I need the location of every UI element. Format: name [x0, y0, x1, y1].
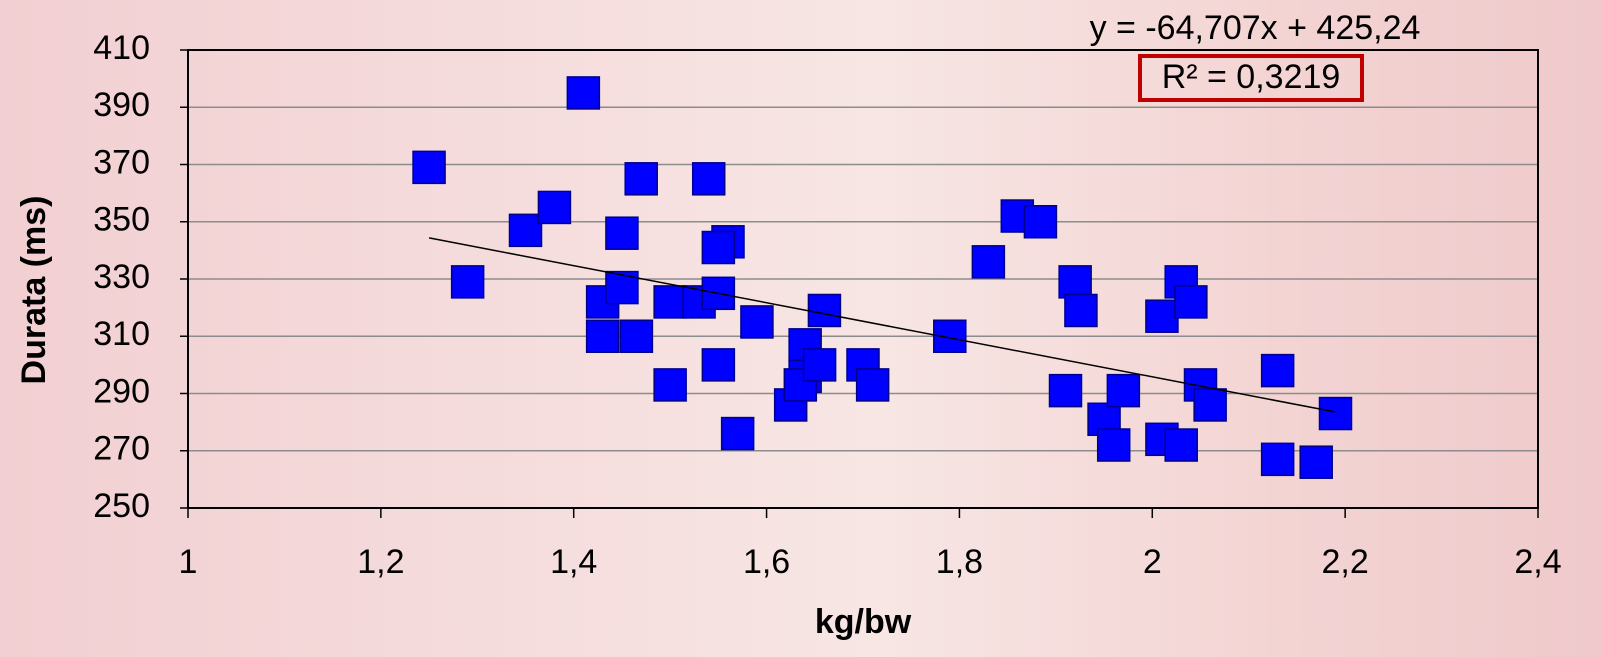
point — [804, 349, 836, 381]
point — [972, 246, 1004, 278]
point — [538, 191, 570, 223]
r-squared: R² = 0,3219 — [1162, 58, 1341, 96]
y-tick-label: 330 — [93, 258, 150, 296]
point — [702, 349, 734, 381]
point — [702, 232, 734, 264]
point — [654, 369, 686, 401]
x-tick-label: 1 — [179, 543, 198, 581]
point — [1059, 266, 1091, 298]
y-tick-label: 410 — [93, 29, 150, 67]
trendline-equation: y = -64,707x + 425,24 — [1090, 9, 1421, 47]
x-tick-label: 1,2 — [357, 543, 404, 581]
point — [1262, 355, 1294, 387]
point — [1262, 443, 1294, 475]
point — [857, 369, 889, 401]
x-tick-label: 1,4 — [550, 543, 597, 581]
point — [510, 214, 542, 246]
point — [1107, 375, 1139, 407]
point — [606, 217, 638, 249]
point — [413, 151, 445, 183]
point — [567, 77, 599, 109]
point — [1194, 389, 1226, 421]
y-tick-label: 310 — [93, 315, 150, 353]
y-tick-label: 390 — [93, 86, 150, 124]
y-axis-label: Durata (ms) — [15, 196, 53, 385]
y-tick-label: 290 — [93, 372, 150, 410]
x-tick-label: 2,2 — [1322, 543, 1369, 581]
point — [1065, 294, 1097, 326]
point — [452, 266, 484, 298]
point — [625, 163, 657, 195]
point — [654, 286, 686, 318]
point — [620, 320, 652, 352]
point — [1024, 206, 1056, 238]
x-tick-label: 1,8 — [936, 543, 983, 581]
point — [1165, 429, 1197, 461]
point — [1320, 398, 1352, 430]
point — [1175, 286, 1207, 318]
x-tick-label: 1,6 — [743, 543, 790, 581]
y-tick-label: 370 — [93, 143, 150, 181]
point — [1146, 300, 1178, 332]
point — [1300, 446, 1332, 478]
y-tick-label: 270 — [93, 430, 150, 468]
point — [587, 320, 619, 352]
point — [808, 294, 840, 326]
y-tick-label: 250 — [93, 487, 150, 525]
point — [722, 418, 754, 450]
point — [1098, 429, 1130, 461]
point — [693, 163, 725, 195]
x-tick-label: 2,4 — [1514, 543, 1561, 581]
y-tick-label: 350 — [93, 201, 150, 239]
x-tick-label: 2 — [1143, 543, 1162, 581]
chart: y = -64,707x + 425,24 R² = 0,3219 kg/bw … — [0, 0, 1602, 657]
point — [1050, 375, 1082, 407]
point — [741, 306, 773, 338]
x-axis-label: kg/bw — [815, 603, 912, 641]
